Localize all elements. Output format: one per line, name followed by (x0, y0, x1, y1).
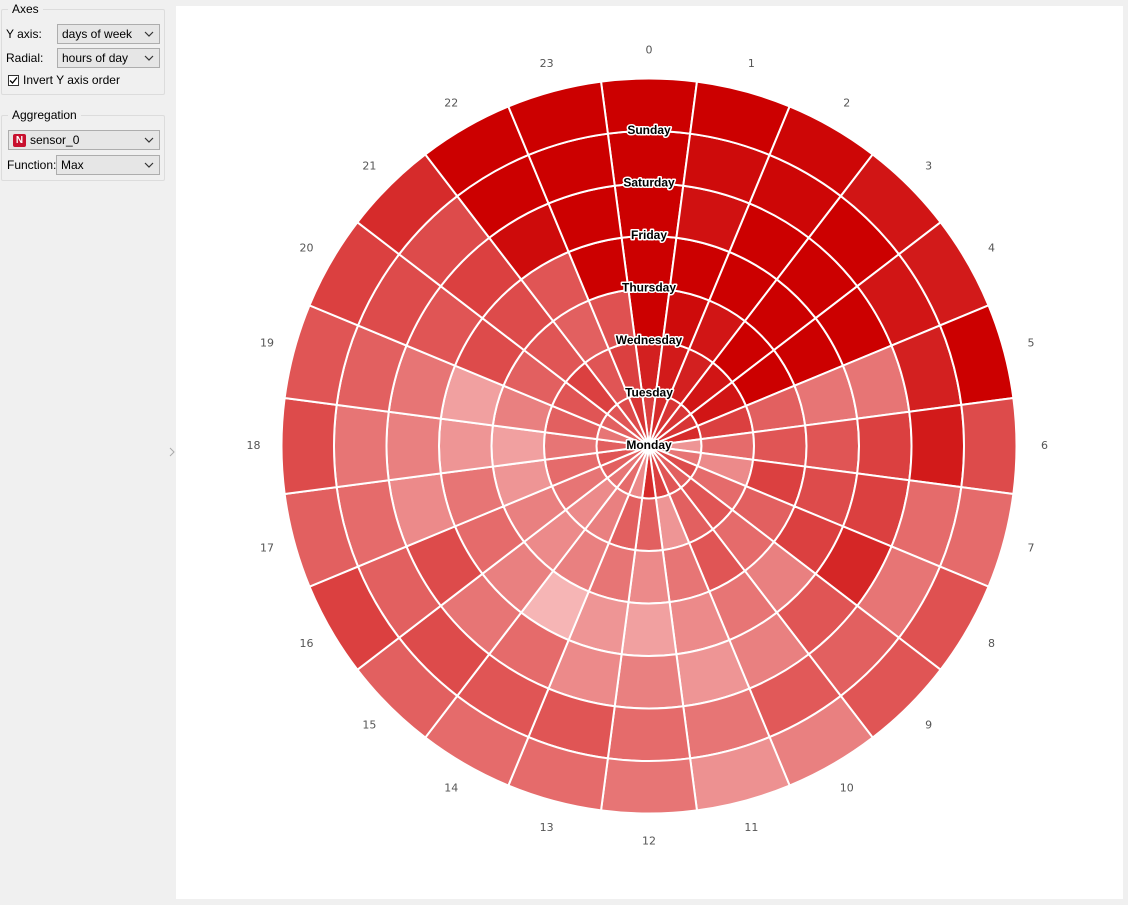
day-ring-label: Monday (626, 438, 672, 452)
day-ring-label: Wednesday (616, 333, 683, 347)
hour-tick-label: 20 (299, 241, 313, 254)
heatmap-cell (960, 396, 1018, 496)
heatmap-cell (606, 705, 692, 762)
radial-select[interactable]: hours of day (57, 48, 160, 68)
hour-tick-label: 19 (260, 337, 274, 350)
function-select[interactable]: Max (56, 155, 160, 175)
heatmap-cell (599, 757, 699, 815)
numeric-variable-icon: N (13, 133, 26, 147)
day-ring-label: Thursday (622, 281, 676, 295)
aggregation-group: Aggregation (1, 108, 165, 181)
radial-value: hours of day (62, 51, 129, 65)
hour-tick-label: 9 (925, 719, 932, 732)
hour-tick-label: 3 (925, 159, 932, 172)
hour-tick-label: 17 (260, 541, 274, 554)
hour-tick-label: 22 (444, 96, 458, 109)
axes-group: Axes (1, 2, 165, 95)
heatmap-cell (804, 417, 860, 475)
hour-tick-label: 11 (744, 821, 758, 834)
hour-tick-label: 2 (843, 96, 850, 109)
function-row: Function: (7, 155, 56, 175)
heatmap-cell (333, 403, 390, 489)
chevron-down-icon (142, 51, 156, 65)
day-ring-label: Saturday (623, 176, 675, 190)
hour-tick-label: 8 (988, 637, 995, 650)
day-ring-label: Sunday (627, 123, 671, 137)
hour-tick-label: 13 (540, 821, 554, 834)
hour-tick-label: 7 (1028, 541, 1035, 554)
hour-tick-label: 4 (988, 241, 995, 254)
y-axis-select[interactable]: days of week (57, 24, 160, 44)
heatmap-cell (280, 396, 338, 496)
variable-select[interactable]: N sensor_0 (8, 130, 160, 150)
heatmap-cell (620, 601, 678, 657)
hour-tick-label: 23 (540, 57, 554, 70)
hour-tick-label: 0 (646, 44, 653, 57)
hour-tick-label: 21 (362, 159, 376, 172)
heatmap-cell (438, 417, 494, 475)
sidebar-splitter-handle[interactable] (168, 445, 176, 459)
function-value: Max (61, 158, 84, 172)
heatmap-cell (507, 80, 610, 157)
hour-tick-label: 18 (247, 439, 261, 452)
function-label: Function: (7, 158, 57, 172)
invert-y-checkbox[interactable] (8, 74, 19, 86)
variable-value: sensor_0 (30, 133, 80, 147)
y-axis-label: Y axis: (6, 27, 42, 41)
plot-area: 0 1 2 3 4 5 6 7 8 9 10 11 12 13 14 15 16 17 18 19 20 21 22 23 M… (176, 6, 1123, 899)
chevron-down-icon (142, 133, 156, 147)
heatmap-cell (908, 403, 965, 489)
heatmap-cell (613, 653, 685, 710)
day-ring-label: Friday (631, 228, 667, 242)
heatmap-cell (385, 410, 442, 482)
chevron-down-icon (142, 158, 156, 172)
hour-tick-label: 1 (748, 57, 755, 70)
chevron-right-icon (169, 447, 175, 457)
control-sidebar: Axes Y axis: days of week Radial: hours … (0, 0, 172, 905)
y-axis-row: Y axis: (6, 24, 57, 44)
axes-group-title: Axes (12, 2, 39, 16)
heatmap-cell (856, 410, 913, 482)
hour-tick-label: 6 (1041, 439, 1048, 452)
invert-y-checkbox-row[interactable]: Invert Y axis order (8, 70, 120, 90)
y-axis-value: days of week (62, 27, 133, 41)
hour-tick-label: 12 (642, 835, 656, 848)
hour-tick-label: 16 (299, 637, 313, 650)
radial-label: Radial: (6, 51, 44, 65)
radial-row: Radial: (6, 48, 57, 68)
invert-y-label: Invert Y axis order (23, 73, 120, 87)
aggregation-group-title: Aggregation (12, 108, 77, 122)
chevron-down-icon (142, 27, 156, 41)
hour-tick-label: 10 (840, 782, 854, 795)
hour-tick-label: 5 (1028, 337, 1035, 350)
hour-tick-label: 14 (444, 782, 458, 795)
hour-tick-label: 15 (362, 719, 376, 732)
day-ring-label: Tuesday (625, 386, 673, 400)
checkmark-icon (9, 76, 18, 84)
